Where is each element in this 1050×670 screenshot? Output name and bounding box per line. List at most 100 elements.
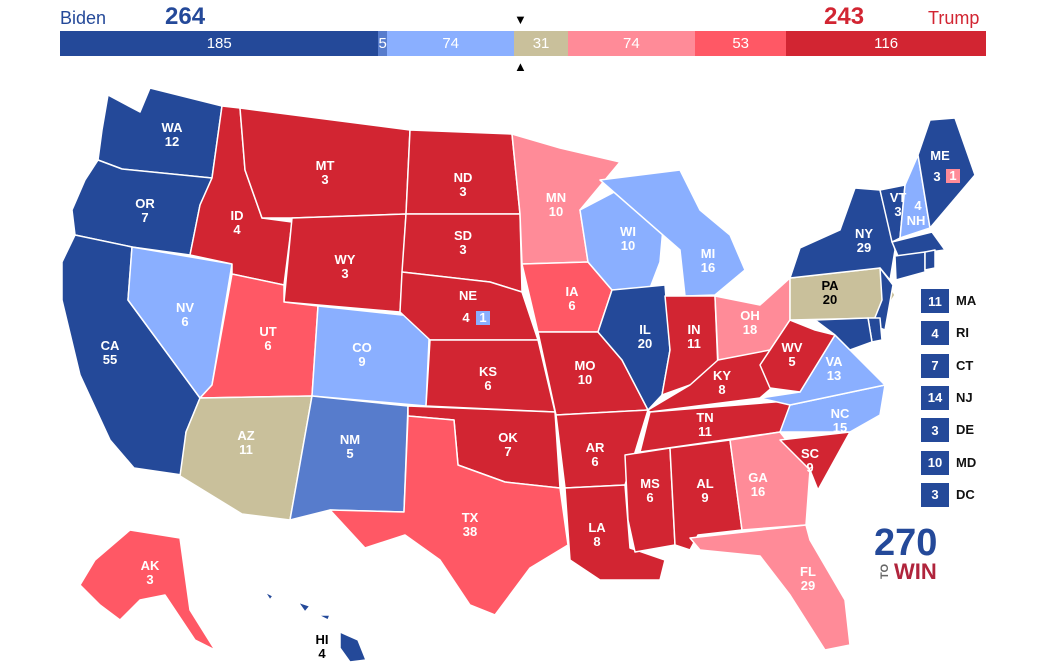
bar-segment-likely_dem: 5 (378, 31, 387, 56)
electoral-header: Biden 264 243 Trump ▼ 185 5 74 31 74 53 116 ▲ (0, 0, 1050, 80)
trump-total: 243 (824, 3, 865, 30)
state-SC[interactable] (779, 431, 851, 491)
label-WI-ev: 10 (621, 238, 635, 253)
label-GA-abbr: GA (748, 470, 768, 485)
state-RI[interactable] (924, 249, 936, 271)
small-state-box-RI[interactable]: 4 (921, 321, 949, 346)
label-NH-abbr: NH (907, 213, 926, 228)
label-CA-abbr: CA (101, 338, 120, 353)
label-IL-abbr: IL (639, 322, 651, 337)
label-WI-abbr: WI (620, 224, 636, 239)
label-WV-abbr: WV (782, 340, 803, 355)
small-state-label-CT: CT (956, 357, 974, 373)
label-IA-ev: 6 (568, 298, 575, 313)
label-MO-ev: 10 (578, 372, 592, 387)
label-HI-abbr: HI (316, 632, 329, 647)
bar-segment-safe_dem: 185 (60, 31, 379, 56)
state-LA[interactable] (564, 484, 666, 581)
label-SC-abbr: SC (801, 446, 820, 461)
majority-marker-bottom: ▲ (514, 59, 527, 74)
small-state-box-CT[interactable]: 7 (921, 353, 949, 378)
label-LA-abbr: LA (588, 520, 606, 535)
label-NH-ev: 4 (914, 198, 922, 213)
label-TX-abbr: TX (462, 510, 479, 525)
state-VA[interactable] (759, 334, 886, 406)
label-WY-ev: 3 (341, 266, 348, 281)
electoral-vote-bar: 185 5 74 31 74 53 116 (60, 31, 986, 56)
label-ND-ev: 3 (459, 184, 466, 199)
label-SD-ev: 3 (459, 242, 466, 257)
label-NE-ev: 4 (462, 310, 470, 325)
label-MT-abbr: MT (316, 158, 335, 173)
small-state-box-NJ[interactable]: 14 (921, 385, 949, 410)
label-CO-ev: 9 (358, 354, 365, 369)
state-MD[interactable] (814, 317, 873, 351)
small-state-label-MA: MA (956, 293, 977, 308)
label-IA-abbr: IA (566, 284, 580, 299)
label-HI-ev: 4 (318, 646, 326, 661)
label-IL-ev: 20 (638, 336, 652, 351)
label-MN-abbr: MN (546, 190, 566, 205)
label-SD-abbr: SD (454, 228, 472, 243)
label-PA-abbr: PA (821, 278, 839, 293)
label-AZ-ev: 11 (239, 442, 253, 457)
label-IN-ev: 11 (687, 336, 701, 351)
label-ID-abbr: ID (231, 208, 244, 223)
label-ND-abbr: ND (454, 170, 473, 185)
label-FL-abbr: FL (800, 564, 816, 579)
label-KY-abbr: KY (713, 368, 731, 383)
state-AK[interactable] (79, 529, 216, 651)
state-labels: WA 12 OR 7 CA 55 NV 6 ID 4 MT 3 WY 3 UT … (101, 120, 960, 661)
label-VT-ev: 3 (894, 204, 901, 219)
state-CT[interactable] (894, 251, 926, 281)
label-AR-ev: 6 (591, 454, 598, 469)
label-CO-abbr: CO (352, 340, 372, 355)
state-HI[interactable] (264, 591, 367, 663)
label-FL-ev: 29 (801, 578, 815, 593)
label-SC-ev: 9 (806, 460, 813, 475)
label-WA-abbr: WA (162, 120, 184, 135)
label-AL-ev: 9 (701, 490, 708, 505)
label-MI-abbr: MI (701, 246, 715, 261)
label-TX-ev: 38 (463, 524, 477, 539)
small-state-label-MD: MD (956, 454, 977, 470)
label-AL-abbr: AL (696, 476, 713, 491)
small-state-box-DC[interactable]: 3 (921, 482, 949, 507)
bar-segment-lean_dem: 74 (387, 31, 515, 56)
state-TX[interactable] (329, 415, 569, 616)
label-PA-ev: 20 (823, 292, 837, 307)
label-VT-abbr: VT (890, 190, 907, 205)
state-MI[interactable] (599, 169, 746, 297)
small-state-box-MD[interactable]: 10 (921, 450, 949, 475)
label-ME-split: 1 (949, 168, 956, 183)
label-NM-ev: 5 (346, 446, 353, 461)
label-MI-ev: 16 (701, 260, 715, 275)
small-state-box-DE[interactable]: 3 (921, 418, 949, 443)
label-WY-abbr: WY (335, 252, 356, 267)
bar-segment-safe_rep: 116 (786, 31, 986, 56)
majority-marker-top: ▼ (514, 12, 527, 27)
ne-district-box[interactable] (476, 311, 490, 325)
state-GA[interactable] (729, 431, 811, 531)
270towin-logo: 270 TO WIN (874, 522, 937, 583)
label-NY-ev: 29 (857, 240, 871, 255)
us-electoral-map: WA 12 OR 7 CA 55 NV 6 ID 4 MT 3 WY 3 UT … (61, 87, 976, 663)
logo-win: WIN (894, 559, 937, 583)
me-district-box[interactable] (946, 169, 960, 183)
label-AK-abbr: AK (141, 558, 160, 573)
biden-total: 264 (165, 3, 206, 30)
label-NE-abbr: NE (459, 288, 477, 303)
state-MS[interactable] (624, 447, 676, 553)
state-WA[interactable] (97, 87, 223, 179)
state-NY[interactable] (789, 187, 896, 281)
state-AZ[interactable] (179, 395, 313, 521)
label-TN-ev: 11 (698, 424, 712, 439)
state-NC[interactable] (779, 384, 886, 433)
state-FL[interactable] (689, 524, 851, 651)
label-OH-ev: 18 (743, 322, 757, 337)
small-state-box-MA[interactable]: 11 (921, 289, 949, 313)
label-OK-ev: 7 (504, 444, 511, 459)
small-state-label-RI: RI (956, 325, 969, 341)
label-VA-abbr: VA (825, 354, 843, 369)
bar-segment-lean_rep: 74 (567, 31, 696, 56)
